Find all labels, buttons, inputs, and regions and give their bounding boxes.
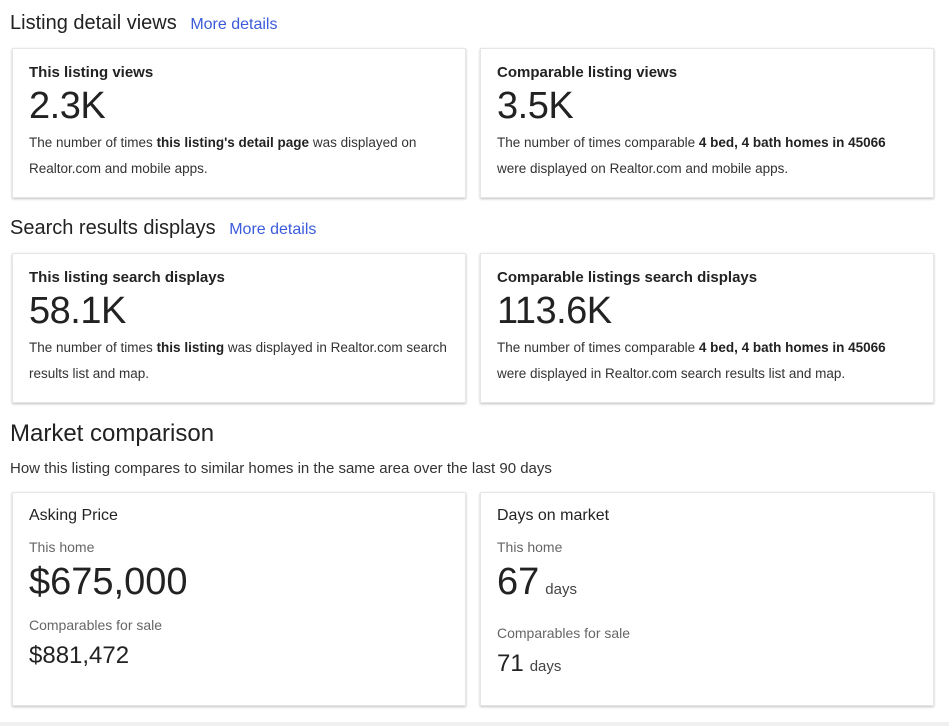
days-on-market-card: Days on market This home 67 days Comparab… [480, 492, 934, 706]
market-comparison-subtitle: How this listing compares to similar hom… [10, 460, 552, 477]
views-value: 3.5K [497, 85, 574, 127]
card-description: The number of times comparable 4 bed, 4 … [497, 340, 886, 381]
card-description: The number of times comparable 4 bed, 4 … [497, 135, 886, 176]
search-displays-more-details-link[interactable]: More details [229, 221, 317, 238]
days-value: 67 [497, 561, 540, 603]
this-home-price: $675,000 [29, 561, 188, 603]
this-home-label: This home [29, 539, 95, 555]
comparable-search-card: Comparable listings search displays 113.… [480, 253, 934, 403]
card-title: Comparable listings search displays [497, 269, 758, 286]
this-home-label: This home [497, 539, 563, 555]
card-title: Comparable listing views [497, 64, 678, 81]
page-bottom-divider [0, 722, 949, 726]
days-value: 71 [497, 650, 524, 677]
listing-views-heading: Listing detail views More details [10, 12, 277, 35]
views-value: 2.3K [29, 85, 106, 127]
days-unit: days [545, 581, 577, 598]
card-description: The number of times this listing's detai… [29, 135, 417, 176]
comparables-price: $881,472 [29, 642, 130, 669]
this-listing-search-card: This listing search displays 58.1K The n… [12, 253, 466, 403]
this-home-days: 67 days [497, 561, 917, 611]
search-displays-heading: Search results displays More details [10, 217, 316, 240]
days-unit: days [529, 658, 562, 675]
this-listing-views-card: This listing views 2.3K The number of ti… [12, 48, 466, 198]
comparables-label: Comparables for sale [497, 625, 631, 641]
card-title: This listing views [29, 64, 154, 81]
card-title: Asking Price [29, 507, 118, 524]
comparables-label: Comparables for sale [29, 617, 163, 633]
card-description: The number of times this listing was dis… [29, 340, 447, 381]
comparables-days: 71 days [497, 649, 917, 682]
listing-views-more-details-link[interactable]: More details [190, 16, 278, 33]
search-value: 113.6K [497, 290, 612, 332]
search-displays-title: Search results displays [10, 217, 216, 239]
comparable-listing-views-card: Comparable listing views 3.5K The number… [480, 48, 934, 198]
card-title: This listing search displays [29, 269, 225, 286]
asking-price-card: Asking Price This home $675,000 Comparab… [12, 492, 466, 706]
search-value: 58.1K [29, 290, 126, 332]
card-title: Days on market [497, 507, 610, 524]
market-comparison-title: Market comparison [10, 420, 215, 447]
listing-views-title: Listing detail views [10, 12, 177, 34]
